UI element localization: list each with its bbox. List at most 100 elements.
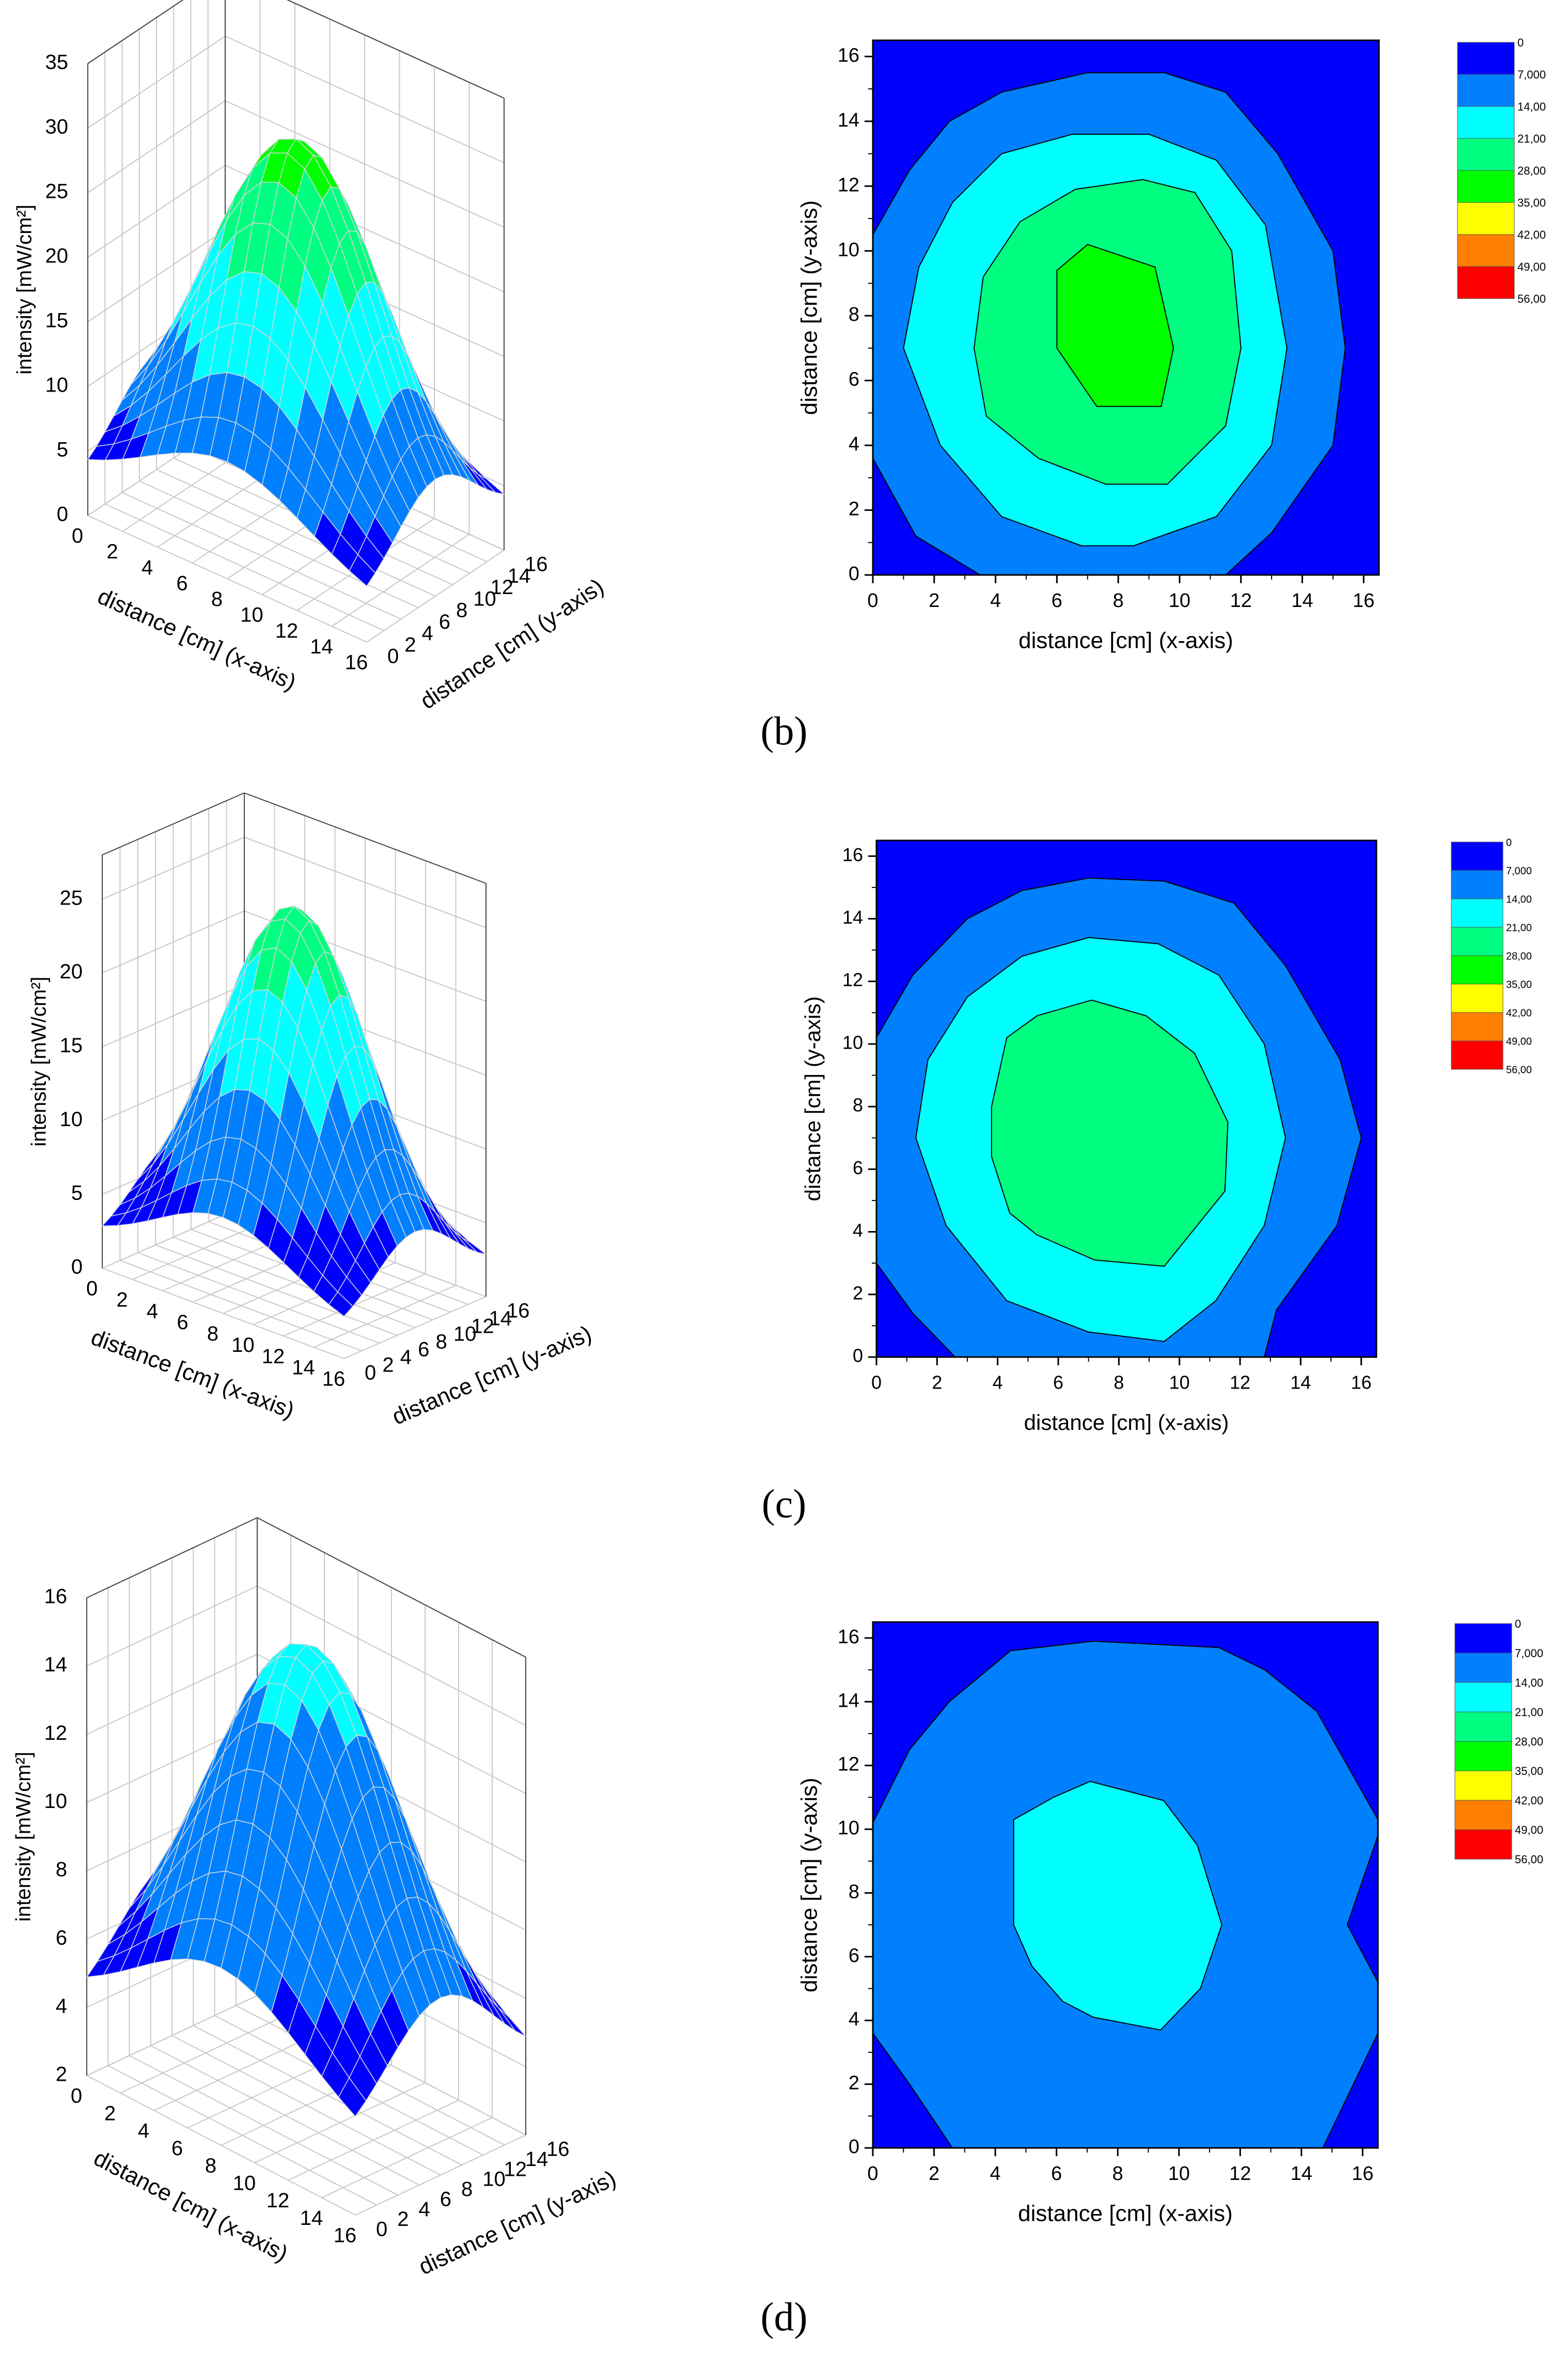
surface-patch: [349, 554, 376, 587]
x-tick-label: 4: [990, 590, 1001, 612]
legend-label: 21,00: [1517, 132, 1546, 145]
y-tick-label: 6: [849, 369, 859, 391]
contour-region: [1056, 244, 1174, 407]
box-edge: [286, 0, 505, 99]
x-tick-label: 6: [1051, 2163, 1062, 2185]
legend-swatch: [1451, 842, 1503, 871]
box-edge: [86, 1517, 258, 1598]
y-tick-label: 10: [482, 2168, 506, 2191]
x-tick-label: 2: [116, 1288, 128, 1311]
y-tick-label: 4: [849, 2008, 859, 2030]
y-tick-label: 2: [849, 2072, 859, 2094]
x-tick-label: 4: [990, 2163, 1001, 2185]
x-tick-label: 0: [867, 590, 878, 612]
y-tick-label: 6: [853, 1157, 863, 1178]
z-tick-label: 5: [71, 1182, 83, 1205]
legend-swatch: [1451, 1040, 1503, 1070]
legend-label: 49,00: [1506, 1036, 1532, 1047]
x-tick-label: 4: [142, 556, 153, 579]
y-tick-label: 10: [473, 587, 496, 610]
x-tick-label: 8: [1112, 2163, 1123, 2185]
x-tick-label: 10: [240, 604, 263, 627]
y-tick-label: 4: [853, 1220, 863, 1241]
x-tick-label: 4: [147, 1300, 158, 1322]
x-tick-label: 0: [871, 1372, 882, 1393]
x-tick-label: 14: [310, 635, 333, 658]
color-legend-b: 0 7,000 14,00 21,00 28,00 35,00 42,00 49,00 56,0…: [1457, 36, 1546, 305]
contour-plot-d: 0 2 4 6 8 10 12 14 16 0 2 4 6 8 10 12 14 16 distance [cm] …: [797, 1621, 1379, 2226]
x-tick-label: 14: [1291, 590, 1313, 612]
floor-grid-line: [313, 1285, 456, 1348]
panel-label-c: (c): [761, 1481, 807, 1526]
y-tick-label: 0: [365, 1362, 376, 1384]
x-tick-label: 16: [1353, 590, 1374, 612]
x-tick-label: 0: [72, 525, 83, 548]
x-tick-label: 10: [1169, 590, 1190, 612]
z-tick-label: 8: [56, 1858, 67, 1881]
floor-grid-line: [355, 2134, 526, 2216]
x-tick-label: 8: [1113, 590, 1124, 612]
x-tick-label: 0: [86, 1277, 98, 1300]
x-tick-label: 12: [275, 619, 299, 642]
x-tick-label: 8: [211, 588, 223, 611]
legend-label: 28,00: [1515, 1735, 1543, 1748]
floor-grid-line: [193, 2025, 462, 2166]
x-tick-label: 2: [929, 590, 939, 612]
legend-label: 7,000: [1515, 1647, 1543, 1660]
y-tick-label: 10: [838, 239, 859, 261]
z-tick-label: 10: [45, 374, 69, 397]
legend-label: 56,00: [1506, 1064, 1532, 1076]
legend-swatch: [1457, 266, 1515, 299]
z-tick-label: 0: [57, 503, 68, 526]
legend-label: 14,00: [1515, 1676, 1543, 1689]
legend-swatch: [1457, 170, 1515, 203]
legend-swatch: [1457, 202, 1515, 235]
x-tick-label: 16: [334, 2224, 357, 2247]
box-edge: [102, 792, 245, 855]
y-tick-label: 14: [838, 110, 859, 131]
y-tick-label: 12: [838, 1754, 859, 1775]
panel-label-d: (d): [760, 2294, 808, 2339]
legend-label: 28,00: [1517, 164, 1546, 177]
legend-swatch: [1457, 234, 1515, 267]
z-tick-label: 25: [60, 886, 83, 909]
y-tick-label: 14: [489, 1307, 512, 1330]
y-tick-label: 8: [849, 304, 859, 325]
legend-label: 49,00: [1515, 1824, 1543, 1836]
x-axis-label: distance [cm] (x-axis): [1018, 628, 1233, 653]
y-tick-label: 8: [436, 1331, 447, 1353]
x-tick-label: 10: [233, 2172, 256, 2194]
legend-swatch: [1454, 1623, 1512, 1654]
x-tick-label: 14: [1290, 1372, 1311, 1393]
z-tick-label: 20: [45, 245, 69, 268]
y-axis-label: distance [cm] (y-axis): [801, 996, 825, 1202]
z-tick-label: 35: [45, 51, 69, 74]
x-tick-label: 4: [138, 2120, 149, 2142]
x-axis-label: distance [cm] (x-axis): [1018, 2201, 1233, 2226]
floor-grid-line: [254, 2082, 426, 2163]
x-tick-label: 10: [1169, 1372, 1190, 1393]
y-tick-label: 4: [422, 622, 433, 645]
x-tick-label: 12: [1229, 2163, 1251, 2185]
legend-label: 28,00: [1506, 950, 1532, 962]
y-tick-label: 12: [838, 174, 859, 196]
z-tick-label: 30: [45, 116, 69, 138]
x-tick-label: 4: [993, 1372, 1003, 1393]
floor-grid-line: [156, 469, 436, 597]
y-tick-label: 0: [849, 563, 859, 585]
legend-swatch: [1454, 1711, 1512, 1742]
y-tick-label: 0: [376, 2218, 387, 2241]
legend-swatch: [1454, 1829, 1512, 1860]
y-tick-label: 10: [453, 1323, 477, 1346]
legend-swatch: [1454, 1682, 1512, 1712]
z-tick-label: 10: [44, 1790, 68, 1813]
color-legend-c: 0 7,000 14,00 21,00 28,00 35,00 42,00 49,00 56,0…: [1451, 837, 1532, 1076]
legend-swatch: [1451, 927, 1503, 956]
floor-grid-line: [283, 1273, 426, 1337]
y-tick-label: 16: [525, 553, 548, 576]
legend-swatch: [1454, 1770, 1512, 1801]
